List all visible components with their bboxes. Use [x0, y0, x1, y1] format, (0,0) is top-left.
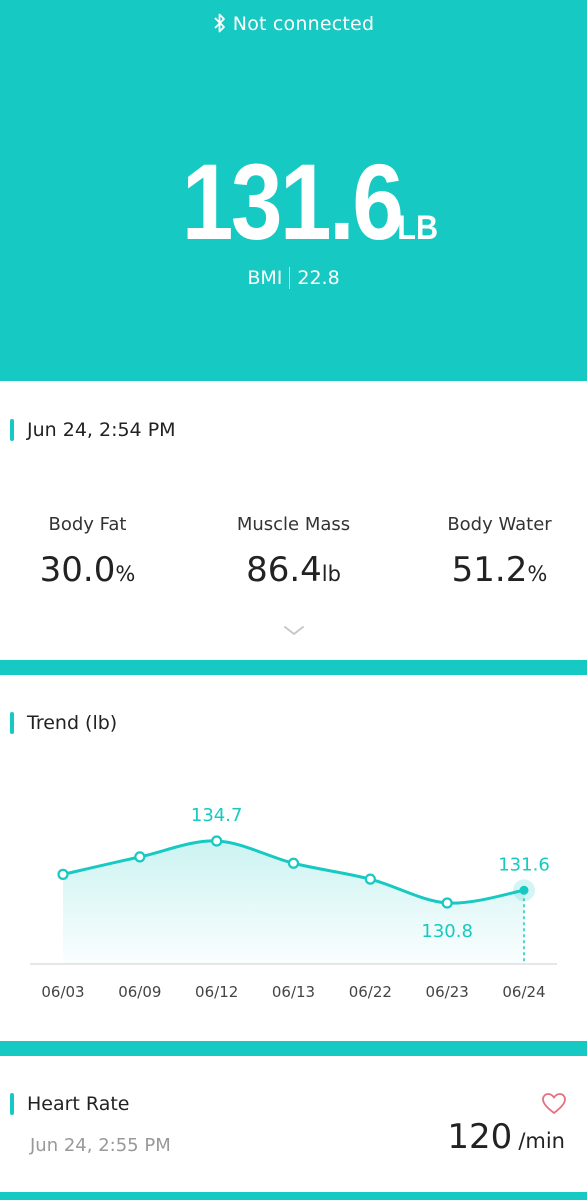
x-axis-label: 06/13	[272, 983, 315, 1001]
measurement-datetime: Jun 24, 2:54 PM	[10, 418, 176, 442]
chevron-down-icon[interactable]	[283, 624, 305, 638]
chart-points-group	[57, 835, 535, 909]
x-axis-label: 06/23	[426, 983, 469, 1001]
metric-body-fat[interactable]: Body Fat 30.0%	[0, 512, 185, 594]
metric-label: Body Fat	[48, 514, 127, 535]
section-divider	[0, 660, 587, 675]
metric-unit: %	[527, 562, 548, 586]
weight-header: Not connected 131.6LB BMI 22.8	[0, 0, 587, 381]
chart-point-06/24[interactable]	[519, 885, 529, 895]
heart-rate-unit: /min	[518, 1129, 565, 1153]
metric-label: Body Water	[447, 514, 552, 535]
x-axis-label: 06/22	[349, 983, 392, 1001]
chart-point-06/03[interactable]	[57, 868, 69, 880]
chart-value-label: 131.6	[498, 854, 550, 875]
bmi-display: BMI 22.8	[0, 267, 587, 289]
metric-muscle-mass[interactable]: Muscle Mass 86.4lb	[196, 512, 391, 594]
chart-value-label: 130.8	[421, 921, 473, 942]
x-axis-label: 06/24	[502, 983, 545, 1001]
weight-value: 131.6	[181, 141, 404, 262]
heart-rate-number: 120	[447, 1117, 513, 1157]
metric-value: 86.4lb	[196, 550, 391, 594]
connection-status-text: Not connected	[232, 13, 375, 35]
metric-body-water[interactable]: Body Water 51.2%	[402, 512, 587, 594]
trend-area-fill	[63, 840, 524, 964]
trend-title: Trend (lb)	[10, 711, 117, 735]
heart-rate-datetime: Jun 24, 2:55 PM	[30, 1135, 171, 1156]
x-axis-label: 06/12	[195, 983, 238, 1001]
heart-rate-value: 120/min	[447, 1117, 565, 1157]
chart-point-06/12[interactable]	[211, 835, 223, 847]
section-divider	[0, 1192, 587, 1200]
connection-status[interactable]: Not connected	[0, 12, 587, 35]
bluetooth-icon	[214, 13, 225, 33]
x-axis-label: 06/03	[41, 983, 84, 1001]
x-axis-label: 06/09	[118, 983, 161, 1001]
heart-rate-title: Heart Rate	[10, 1092, 130, 1116]
heart-icon[interactable]	[541, 1092, 567, 1116]
chart-x-labels-group: 06/03 06/09 06/12 06/13 06/22 06/23 06/24	[41, 983, 545, 1001]
chart-labels-group: 134.7 130.8 131.6	[191, 805, 550, 942]
section-divider	[0, 1041, 587, 1056]
metric-number: 51.2	[451, 550, 528, 590]
chart-point-06/23[interactable]	[441, 897, 453, 909]
chart-value-label: 134.7	[191, 805, 243, 826]
chart-point-06/22[interactable]	[364, 873, 376, 885]
weight-unit: LB	[397, 209, 439, 247]
metric-value: 30.0%	[0, 550, 185, 594]
metric-unit: lb	[321, 562, 341, 586]
bmi-label: BMI	[247, 267, 283, 289]
trend-chart: 134.7 130.8 131.6 06/03 06/09 06/12 06/13 06/2…	[30, 805, 557, 1001]
metric-number: 30.0	[39, 550, 116, 590]
chart-point-06/13[interactable]	[287, 857, 300, 869]
metric-unit: %	[115, 562, 136, 586]
bmi-value: 22.8	[297, 267, 340, 289]
metric-value: 51.2%	[402, 550, 587, 594]
weight-display: 131.6LB	[0, 148, 587, 256]
bmi-divider	[289, 267, 291, 289]
chart-point-06/09[interactable]	[134, 851, 146, 863]
metric-number: 86.4	[246, 550, 322, 590]
metric-label: Muscle Mass	[236, 514, 351, 535]
